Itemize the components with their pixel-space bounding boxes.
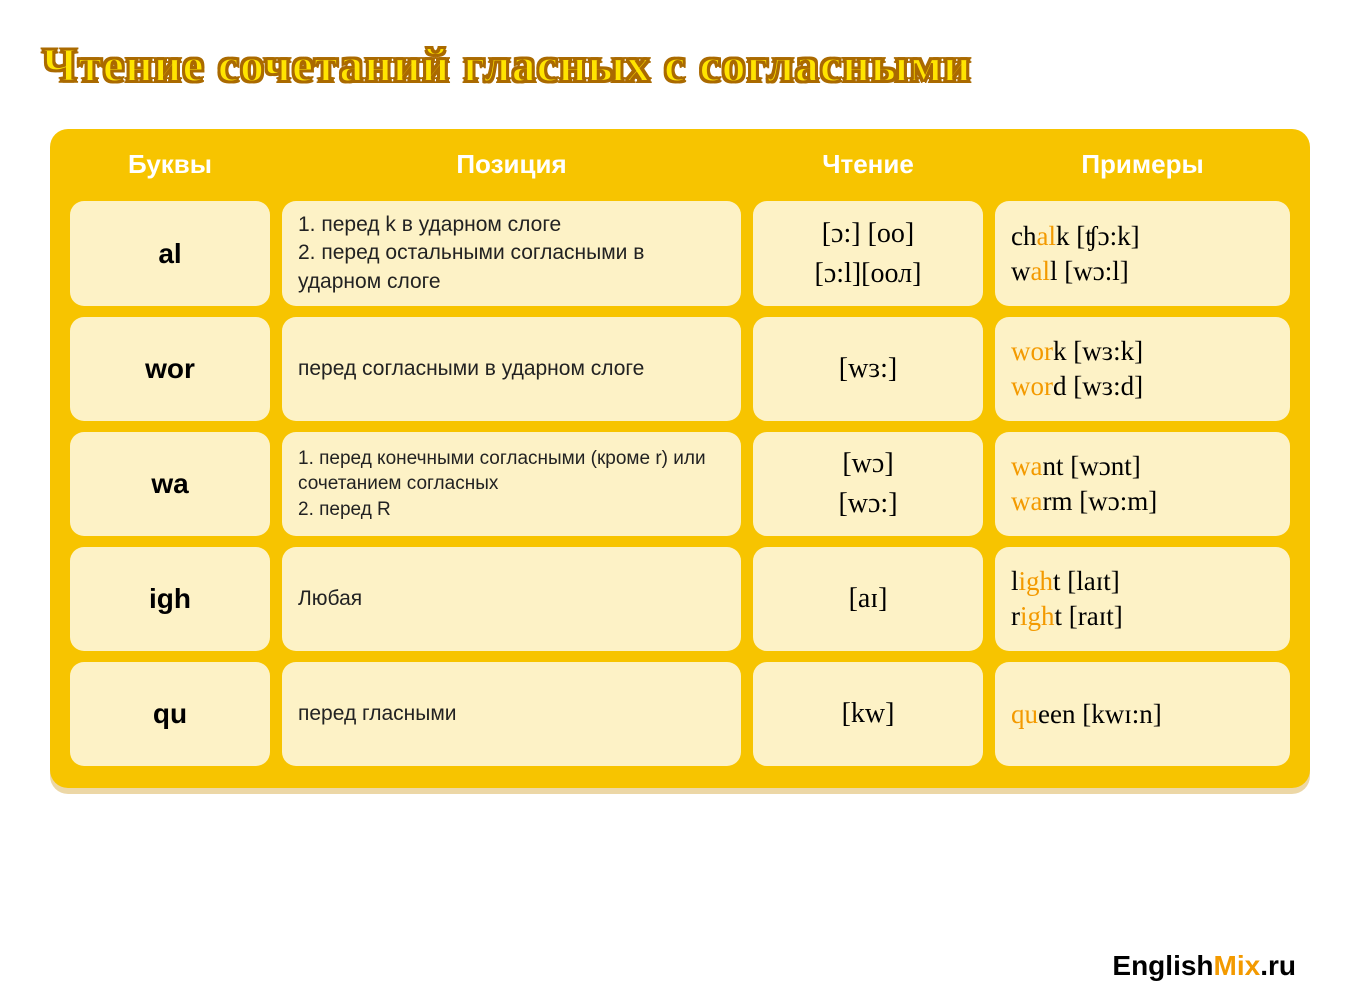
reading-line: [wɔ:] xyxy=(838,488,897,520)
col-header-position: Позиция xyxy=(282,143,741,190)
cell-reading: [aɪ] xyxy=(753,547,983,651)
position-line: перед согласными в ударном слоге xyxy=(298,355,725,383)
position-line: 2. перед остальными согласными в ударном… xyxy=(298,239,725,296)
footer-part-b: Mix xyxy=(1214,950,1261,981)
reading-line: [ɔ:] [оо] xyxy=(822,218,915,250)
cell-reading: [wɜ:] xyxy=(753,317,983,421)
table-grid: Буквы Позиция Чтение Примеры al1. перед … xyxy=(70,143,1290,766)
position-line: 1. перед конечными согласными (кроме r) … xyxy=(298,446,725,497)
cell-letters: wa xyxy=(70,432,270,536)
footer-credit: EnglishMix.ru xyxy=(1112,950,1296,982)
position-line: 1. перед k в ударном слоге xyxy=(298,211,725,239)
page-title: Чтение сочетаний гласных с согласными xyxy=(0,0,1346,119)
reading-line: [aɪ] xyxy=(849,583,888,615)
cell-position: перед гласными xyxy=(282,662,741,766)
example-line: word [wɜ:d] xyxy=(1011,371,1274,402)
position-line: перед гласными xyxy=(298,700,725,728)
position-line: Любая xyxy=(298,585,725,613)
col-header-reading: Чтение xyxy=(753,143,983,190)
example-line: work [wɜ:k] xyxy=(1011,336,1274,367)
cell-examples: light [laɪt] right [raɪt] xyxy=(995,547,1290,651)
cell-reading: [ɔ:] [оо] [ɔ:l][оол] xyxy=(753,201,983,306)
cell-letters: wor xyxy=(70,317,270,421)
footer-part-a: English xyxy=(1112,950,1213,981)
cell-reading: [kw] xyxy=(753,662,983,766)
cell-letters: qu xyxy=(70,662,270,766)
example-line: light [laɪt] xyxy=(1011,566,1274,597)
cell-position: Любая xyxy=(282,547,741,651)
col-header-letters: Буквы xyxy=(70,143,270,190)
example-line: queen [kwɪ:n] xyxy=(1011,699,1274,730)
footer-part-c: .ru xyxy=(1260,950,1296,981)
cell-letters: al xyxy=(70,201,270,306)
cell-letters: igh xyxy=(70,547,270,651)
example-line: want [wɔnt] xyxy=(1011,451,1274,482)
reading-line: [kw] xyxy=(842,698,895,730)
cell-examples: chalk [ʧɔ:k] wall [wɔ:l] xyxy=(995,201,1290,306)
col-header-examples: Примеры xyxy=(995,143,1290,190)
cell-reading: [wɔ] [wɔ:] xyxy=(753,432,983,536)
cell-position: 1. перед k в ударном слоге2. перед остал… xyxy=(282,201,741,306)
example-line: warm [wɔ:m] xyxy=(1011,486,1274,517)
table-panel: Буквы Позиция Чтение Примеры al1. перед … xyxy=(50,129,1310,788)
reading-line: [wɔ] xyxy=(842,448,893,480)
reading-line: [ɔ:l][оол] xyxy=(815,258,922,290)
example-line: right [raɪt] xyxy=(1011,601,1274,632)
cell-position: 1. перед конечными согласными (кроме r) … xyxy=(282,432,741,536)
cell-position: перед согласными в ударном слоге xyxy=(282,317,741,421)
reading-line: [wɜ:] xyxy=(839,353,897,385)
cell-examples: want [wɔnt] warm [wɔ:m] xyxy=(995,432,1290,536)
cell-examples: work [wɜ:k] word [wɜ:d] xyxy=(995,317,1290,421)
example-line: chalk [ʧɔ:k] xyxy=(1011,221,1274,252)
example-line: wall [wɔ:l] xyxy=(1011,256,1274,287)
position-line: 2. перед R xyxy=(298,497,725,523)
cell-examples: queen [kwɪ:n] xyxy=(995,662,1290,766)
